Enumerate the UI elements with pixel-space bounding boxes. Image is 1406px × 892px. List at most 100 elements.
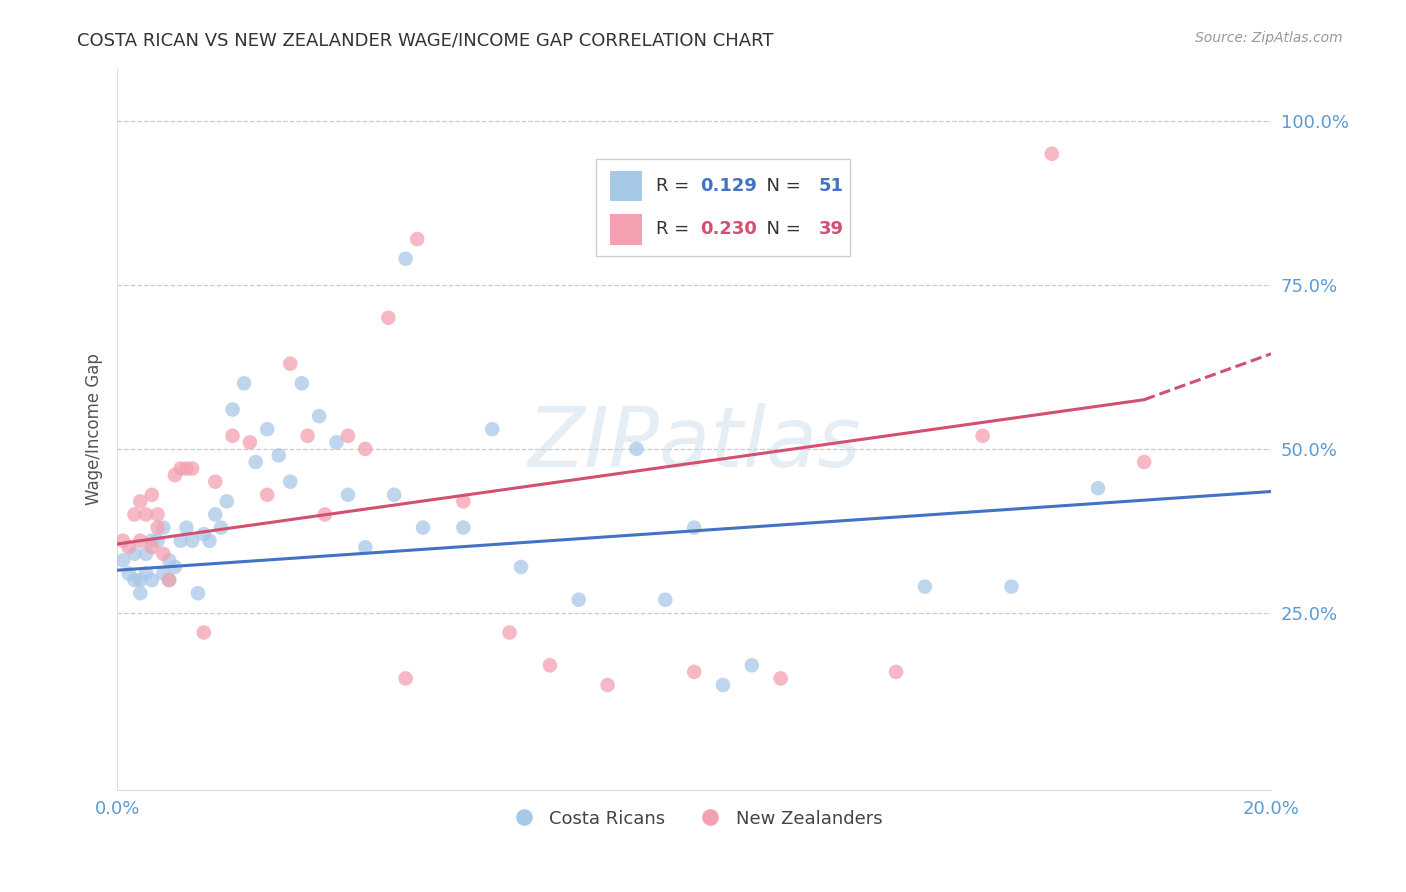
Point [297, 429, 319, 443]
Point [221, 402, 243, 417]
Point [141, 541, 163, 555]
Text: 39: 39 [818, 220, 844, 238]
Point [152, 547, 174, 561]
Point [354, 442, 377, 456]
Point [314, 508, 336, 522]
Point [152, 520, 174, 534]
Point [498, 625, 520, 640]
Point [204, 475, 226, 489]
Point [267, 449, 290, 463]
Point [129, 573, 152, 587]
Point [146, 520, 169, 534]
Point [135, 508, 157, 522]
Point [741, 658, 763, 673]
Point [325, 435, 347, 450]
Legend: Costa Ricans, New Zealanders: Costa Ricans, New Zealanders [499, 803, 890, 835]
Point [124, 508, 146, 522]
Point [157, 573, 180, 587]
Point [336, 429, 359, 443]
Point [1000, 580, 1022, 594]
Point [278, 475, 301, 489]
Point [129, 494, 152, 508]
Point [510, 560, 533, 574]
Point [291, 376, 314, 391]
Point [239, 435, 262, 450]
Point [209, 520, 232, 534]
Point [683, 520, 706, 534]
Point [124, 573, 146, 587]
Point [654, 592, 676, 607]
Point [1040, 146, 1063, 161]
Point [146, 508, 169, 522]
Point [395, 672, 418, 686]
Point [169, 533, 191, 548]
Point [412, 520, 434, 534]
Point [169, 461, 191, 475]
Point [568, 592, 591, 607]
Text: N =: N = [755, 178, 807, 195]
Point [395, 252, 418, 266]
Point [187, 586, 209, 600]
Point [163, 560, 186, 574]
FancyBboxPatch shape [596, 159, 849, 256]
Point [538, 658, 561, 673]
Text: Source: ZipAtlas.com: Source: ZipAtlas.com [1195, 31, 1343, 45]
Point [972, 429, 994, 443]
Point [596, 678, 619, 692]
Point [354, 541, 377, 555]
Point [157, 573, 180, 587]
Text: ZIPatlas: ZIPatlas [527, 403, 860, 484]
Point [176, 461, 198, 475]
Point [406, 232, 429, 246]
Text: R =: R = [657, 178, 695, 195]
Point [193, 625, 215, 640]
Point [377, 310, 399, 325]
Point [481, 422, 503, 436]
Point [626, 442, 648, 456]
Point [181, 533, 204, 548]
Point [1087, 481, 1109, 495]
Point [111, 553, 134, 567]
Text: COSTA RICAN VS NEW ZEALANDER WAGE/INCOME GAP CORRELATION CHART: COSTA RICAN VS NEW ZEALANDER WAGE/INCOME… [77, 31, 773, 49]
Point [181, 461, 204, 475]
Point [336, 488, 359, 502]
Point [683, 665, 706, 679]
Point [118, 566, 141, 581]
Point [204, 508, 226, 522]
Point [233, 376, 256, 391]
Y-axis label: Wage/Income Gap: Wage/Income Gap [86, 353, 103, 505]
Point [221, 429, 243, 443]
Bar [610, 171, 643, 202]
Text: 51: 51 [818, 178, 844, 195]
Point [1133, 455, 1156, 469]
Point [245, 455, 267, 469]
Point [135, 566, 157, 581]
Point [157, 553, 180, 567]
Point [141, 573, 163, 587]
Point [256, 422, 278, 436]
Point [382, 488, 405, 502]
Point [118, 541, 141, 555]
Point [256, 488, 278, 502]
Point [152, 566, 174, 581]
Point [215, 494, 238, 508]
Text: 0.129: 0.129 [700, 178, 756, 195]
Text: 0.230: 0.230 [700, 220, 756, 238]
Point [884, 665, 907, 679]
Point [141, 533, 163, 548]
Point [163, 468, 186, 483]
Point [135, 547, 157, 561]
Point [198, 533, 221, 548]
Point [176, 520, 198, 534]
Text: N =: N = [755, 220, 807, 238]
Point [124, 547, 146, 561]
Point [141, 488, 163, 502]
Text: R =: R = [657, 220, 695, 238]
Point [453, 520, 475, 534]
Point [453, 494, 475, 508]
Point [129, 533, 152, 548]
Point [129, 586, 152, 600]
Point [111, 533, 134, 548]
Point [914, 580, 936, 594]
Point [146, 533, 169, 548]
